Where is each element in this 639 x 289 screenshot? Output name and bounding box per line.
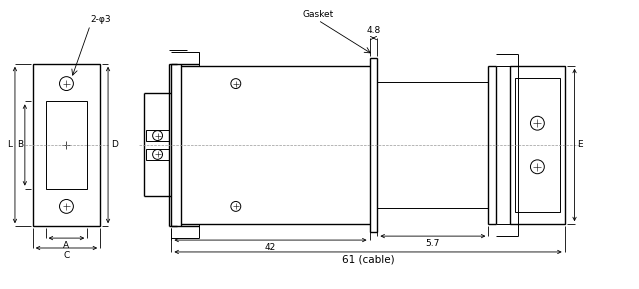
Text: A: A: [63, 241, 70, 250]
Bar: [146, 130, 169, 141]
Text: E: E: [578, 140, 583, 149]
Bar: [33, 64, 100, 226]
Text: Gasket: Gasket: [302, 10, 334, 19]
Text: 4.8: 4.8: [366, 26, 381, 35]
Text: 5.7: 5.7: [426, 239, 440, 248]
Bar: [515, 78, 560, 212]
Bar: [510, 66, 565, 224]
Text: 2-φ3: 2-φ3: [90, 15, 111, 24]
Text: 42: 42: [265, 243, 276, 252]
Text: B: B: [17, 140, 23, 149]
Text: L: L: [7, 140, 12, 149]
Text: C: C: [63, 251, 70, 260]
Text: 61 (cable): 61 (cable): [342, 255, 394, 265]
Bar: [45, 101, 88, 188]
Text: D: D: [111, 140, 118, 149]
Bar: [146, 149, 169, 160]
